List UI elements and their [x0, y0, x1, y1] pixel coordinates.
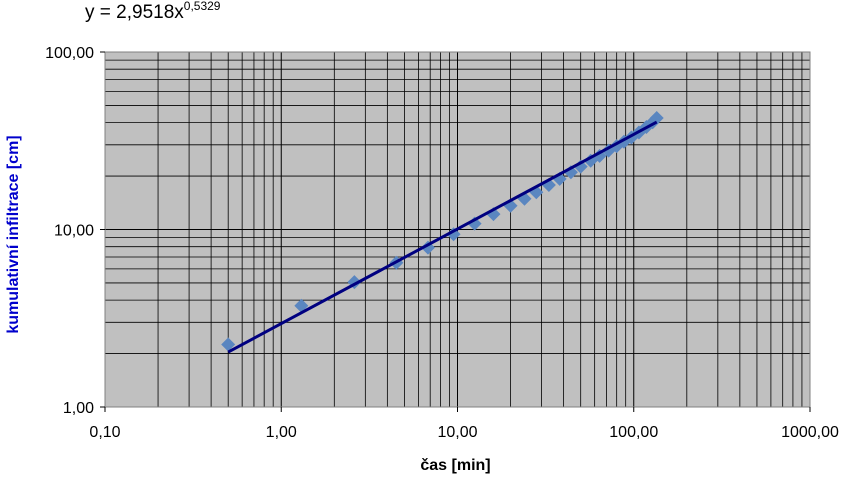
x-tick-label: 1,00 [266, 424, 297, 441]
x-tick-label: 1000,00 [781, 424, 839, 441]
x-tick-label: 100,00 [609, 424, 658, 441]
data-point [649, 110, 664, 125]
x-tick-label: 10,00 [437, 424, 477, 441]
x-axis-label: čas [min] [420, 457, 490, 474]
y-tick-label: 1,00 [63, 400, 94, 417]
y-axis-label: kumulativní infiltrace [cm] [5, 135, 22, 333]
y-axis-ticks: 1,00 10,00 100,00 [45, 45, 105, 417]
x-axis-ticks: 0,10 1,00 10,00 100,00 1000,00 [89, 407, 839, 441]
y-tick-label: 10,00 [54, 223, 94, 240]
trendline [227, 120, 658, 354]
trendline-equation: y = 2,9518x0,5329 [85, 0, 221, 24]
trendline-equation-base: y = 2,9518x [85, 2, 184, 23]
trendline-equation-exponent: 0,5329 [183, 0, 221, 13]
data-point [221, 337, 236, 352]
x-tick-label: 0,10 [89, 424, 120, 441]
y-tick-label: 100,00 [45, 45, 94, 62]
